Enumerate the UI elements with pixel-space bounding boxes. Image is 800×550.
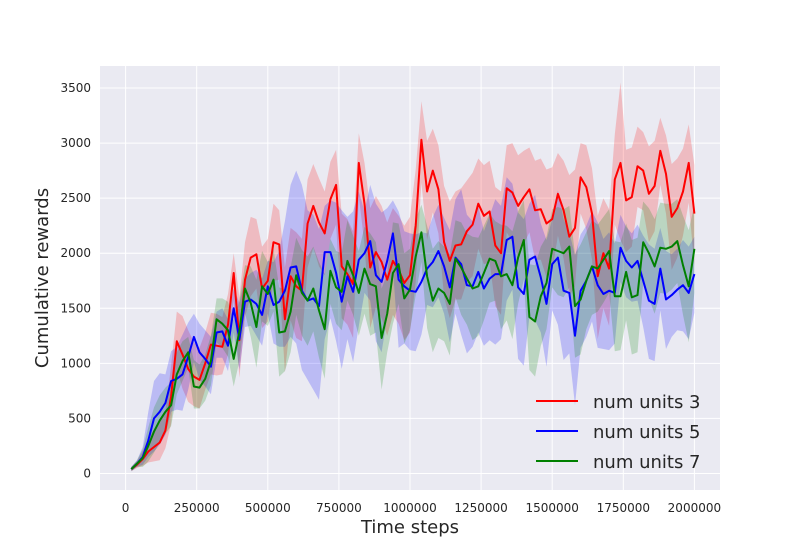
y-tick-label: 2000 — [60, 246, 91, 260]
legend-label-1: num units 3 — [593, 392, 701, 413]
x-tick-label: 750000 — [316, 501, 362, 515]
x-tick-label: 250000 — [174, 501, 220, 515]
legend: num units 3 num units 5 num units 7 — [536, 392, 701, 473]
x-tick-label: 2000000 — [668, 501, 721, 515]
legend-label-3: num units 7 — [593, 452, 701, 473]
y-tick-label: 1000 — [60, 356, 91, 370]
confidence-band-2 — [131, 170, 695, 472]
x-axis-label: Time steps — [360, 517, 459, 538]
x-tick-label: 1500000 — [525, 501, 578, 515]
confidence-band-3 — [131, 199, 695, 472]
x-tick-label: 0 — [122, 501, 130, 515]
x-tick-label: 500000 — [245, 501, 291, 515]
y-tick-label: 2500 — [60, 191, 91, 205]
series-lines — [130, 138, 696, 470]
grid-lines — [100, 66, 720, 490]
x-tick-labels: 0 250000 500000 750000 1000000 1250000 1500000… — [122, 501, 721, 515]
series-line-3 — [130, 231, 696, 470]
y-tick-label: 500 — [68, 411, 91, 425]
y-tick-label: 0 — [83, 466, 91, 480]
y-axis-label: Cumulative rewards — [32, 188, 53, 368]
x-tick-label: 1000000 — [383, 501, 436, 515]
y-tick-label: 1500 — [60, 301, 91, 315]
y-tick-label: 3000 — [60, 136, 91, 150]
legend-label-2: num units 5 — [593, 422, 701, 443]
y-tick-labels: 0 500 1000 1500 2000 2500 3000 3500 — [60, 81, 91, 480]
x-tick-label: 1250000 — [454, 501, 507, 515]
x-tick-label: 1750000 — [597, 501, 650, 515]
y-tick-label: 3500 — [60, 81, 91, 95]
series-line-2 — [130, 232, 696, 470]
